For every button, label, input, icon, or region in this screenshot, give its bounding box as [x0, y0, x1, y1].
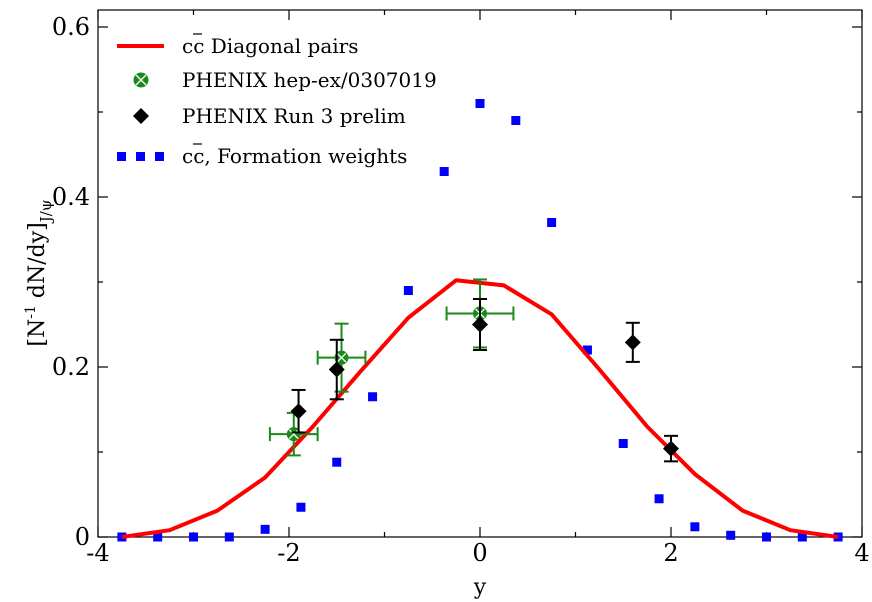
formation-weights-point: [332, 457, 342, 467]
legend: cc Diagonal pairs PHENIX hep-ex/0307019 …: [117, 33, 437, 168]
x-axis-title: y: [473, 575, 487, 600]
phenix-run3-point: [663, 434, 679, 463]
formation-weights-point: [153, 532, 163, 542]
legend-label-phenix-run3: PHENIX Run 3 prelim: [182, 104, 406, 128]
phenix-hep-point: [268, 411, 319, 457]
formation-weights-point: [189, 532, 198, 542]
x-axis: -4 -2 0 2 4: [86, 10, 870, 567]
formation-weights-point: [547, 218, 557, 227]
formation-weights-point: [762, 532, 771, 542]
formation-weights-point: [511, 116, 521, 125]
y-tick-label: 0.4: [52, 183, 90, 211]
formation-weights-point: [797, 532, 807, 542]
y-tick-label: 0.6: [52, 13, 90, 41]
formation-weights-point: [726, 530, 736, 540]
phenix-run3-point: [290, 388, 307, 434]
x-tick-label: 4: [854, 539, 869, 567]
formation-weights-point: [618, 439, 628, 448]
formation-weights-point: [403, 286, 413, 295]
legend-marker-phenix-hep: [133, 72, 149, 88]
x-tick-label: 2: [663, 539, 678, 567]
formation-weights-point: [582, 345, 592, 355]
series-layer: [117, 99, 843, 542]
legend-swatch-formation-weights: [117, 152, 164, 161]
x-tick-label: -4: [86, 539, 109, 567]
legend-label-formation-weights: cc, Formation weights: [182, 144, 407, 168]
formation-weights-point: [475, 99, 485, 108]
y-tick-label: 0: [75, 523, 90, 551]
formation-weights-point: [117, 532, 127, 542]
legend-label-diagonal-pairs: cc Diagonal pairs: [182, 34, 358, 58]
phenix-run3-point: [472, 298, 488, 351]
formation-weights-point: [260, 524, 270, 534]
y-axis: 0 0.2 0.4 0.6: [52, 13, 862, 551]
legend-label-phenix-hep: PHENIX hep-ex/0307019: [182, 68, 437, 92]
formation-weights-point: [224, 532, 234, 542]
phenix-run3-point: [328, 338, 345, 401]
formation-weights-point: [833, 532, 843, 542]
x-tick-label: 0: [472, 539, 487, 567]
formation-weights-point: [690, 522, 700, 532]
formation-weights-point: [296, 502, 306, 512]
legend-marker-phenix-run3: [133, 108, 149, 124]
phenix-run3-point: [624, 321, 641, 363]
y-tick-label: 0.2: [52, 353, 90, 381]
formation-weights-point: [439, 167, 449, 176]
phenix-hep-point: [316, 322, 367, 393]
y-axis-title: [N-1 dN/dy]J/ψ: [23, 199, 55, 346]
formation-weights-point: [368, 392, 378, 402]
formation-weights-point: [654, 494, 664, 504]
x-tick-label: -2: [277, 539, 300, 567]
